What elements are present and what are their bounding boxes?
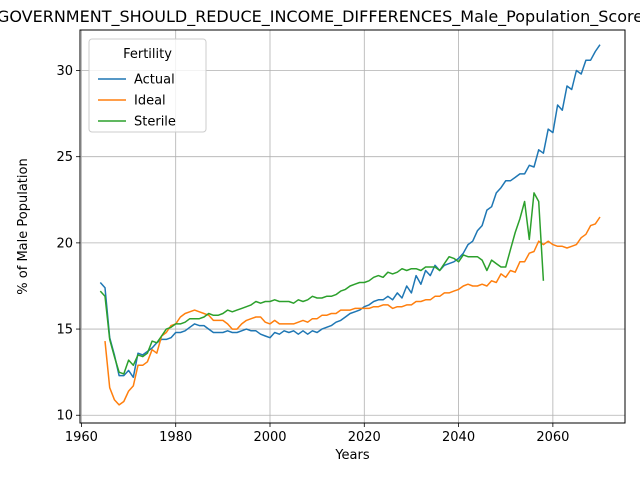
legend-label-sterile: Sterile <box>134 115 176 130</box>
plot-area-frame <box>79 29 626 424</box>
legend-box <box>88 38 207 133</box>
y-tick-label: 20 <box>56 236 73 251</box>
series-line-sterile <box>99 192 545 375</box>
y-tick-label: 25 <box>56 150 73 165</box>
legend: Fertility Actual Ideal Sterile <box>88 38 207 133</box>
series-line-actual <box>99 44 601 379</box>
x-tick-label: 2040 <box>442 430 475 445</box>
x-tick-label: 2020 <box>348 430 381 445</box>
x-tick-label: 2000 <box>253 430 286 445</box>
chart-title: GOVERNMENT_SHOULD_REDUCE_INCOME_DIFFEREN… <box>0 7 640 27</box>
y-tick-label: 15 <box>56 323 73 338</box>
series-layer <box>99 44 601 406</box>
legend-title: Fertility <box>123 47 172 62</box>
axis-ticks: 1960 1980 2000 2020 2040 2060 10 15 20 25 30 <box>56 64 569 445</box>
legend-label-actual: Actual <box>134 73 175 88</box>
legend-label-ideal: Ideal <box>134 94 166 109</box>
y-axis-label: % of Male Population <box>16 158 31 294</box>
x-tick-label: 1980 <box>159 430 192 445</box>
x-axis-label: Years <box>334 448 370 463</box>
y-tick-label: 10 <box>56 409 73 424</box>
x-tick-label: 2060 <box>536 430 569 445</box>
x-tick-label: 1960 <box>65 430 98 445</box>
y-tick-label: 30 <box>56 64 73 79</box>
series-line-ideal <box>104 216 601 406</box>
